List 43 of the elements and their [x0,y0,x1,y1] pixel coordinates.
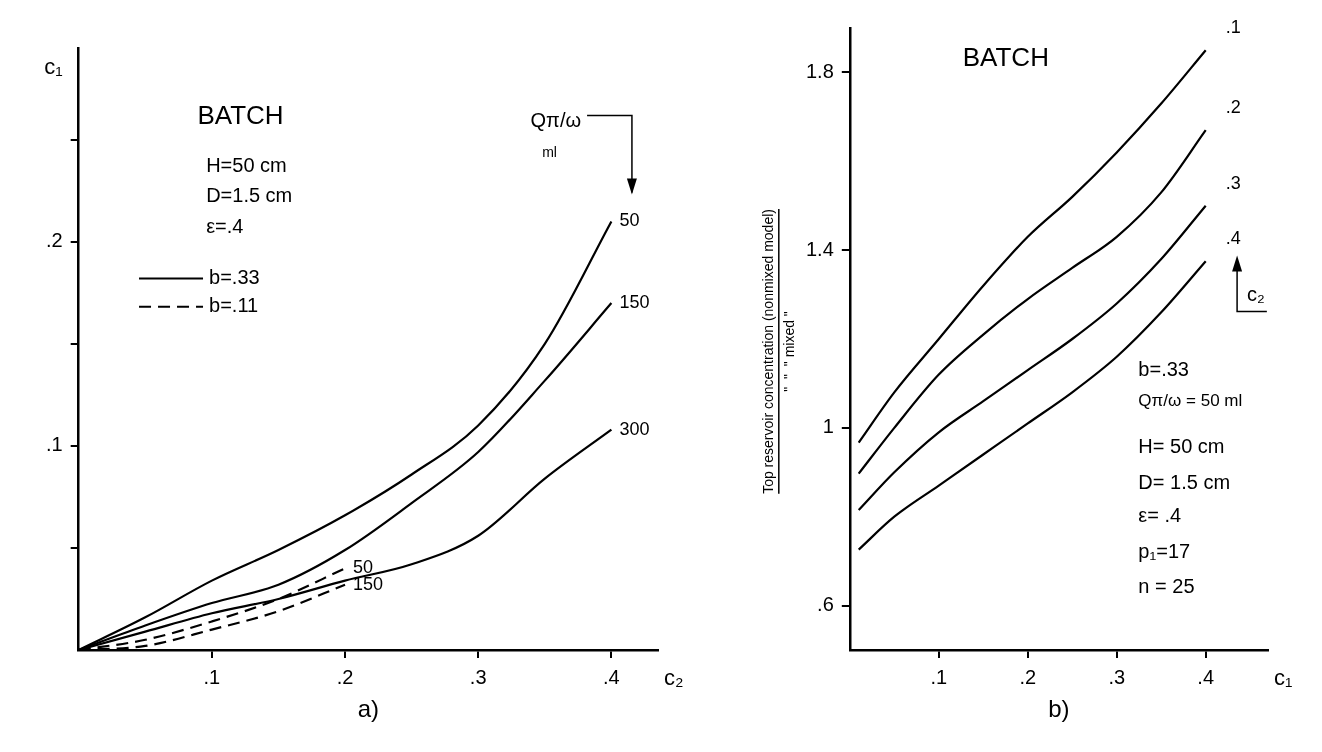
series-label: .2 [1225,97,1241,118]
x-tick-label: .3 [469,665,487,688]
y-tick-label: 1 [822,415,834,438]
x-tick-label: .4 [1197,665,1215,688]
annotation: b=.33 [1138,357,1189,380]
annotation: b=.33 [209,266,260,289]
annotation: p₁=17 [1138,539,1191,562]
x-tick-label: .3 [1108,665,1126,688]
annotation: c₂ [1247,282,1265,305]
annotation: BATCH [197,100,284,131]
series-label: 150 [619,292,650,313]
series-label: 300 [619,418,650,439]
x-tick-label: .4 [603,665,620,688]
annotation: ε= .4 [1138,504,1182,527]
y-tick-label: 1.4 [805,237,834,260]
annotation: Qπ/ω = 50 ml [1138,390,1243,410]
y-tick-label: .6 [817,593,834,616]
annotation: b=.11 [209,294,259,317]
series-label: .4 [1225,228,1241,249]
y-axis-title: c₁ [44,54,63,80]
annotation: D=1.5 cm [206,184,293,207]
text: a) [357,694,380,722]
annotation: D= 1.5 cm [1138,470,1231,493]
x-axis-title: c₂ [664,665,684,691]
series-label: .1 [1225,17,1241,38]
x-axis-title: c₁ [1274,665,1293,691]
annotation: BATCH [962,42,1049,73]
annotation: Qπ/ω [530,108,582,131]
annotation: ε=.4 [206,214,244,237]
x-tick-label: .2 [336,665,354,688]
x-tick-label: .1 [930,665,948,688]
x-tick-label: .1 [203,665,221,688]
series-label: .3 [1225,172,1241,193]
y-axis-title: Top reservoir concentration (nonmixed model) [759,209,776,494]
y-tick-label: 1.8 [805,59,834,82]
legend-label: 50 [619,210,640,231]
annotation: n = 25 [1138,575,1195,598]
text: b) [1048,694,1070,722]
annotation: H=50 cm [206,154,287,177]
annotation: H= 50 cm [1138,435,1225,458]
text: " " " mixed " [780,311,797,392]
annotation: ml [542,144,557,161]
x-tick-label: .2 [1019,665,1037,688]
